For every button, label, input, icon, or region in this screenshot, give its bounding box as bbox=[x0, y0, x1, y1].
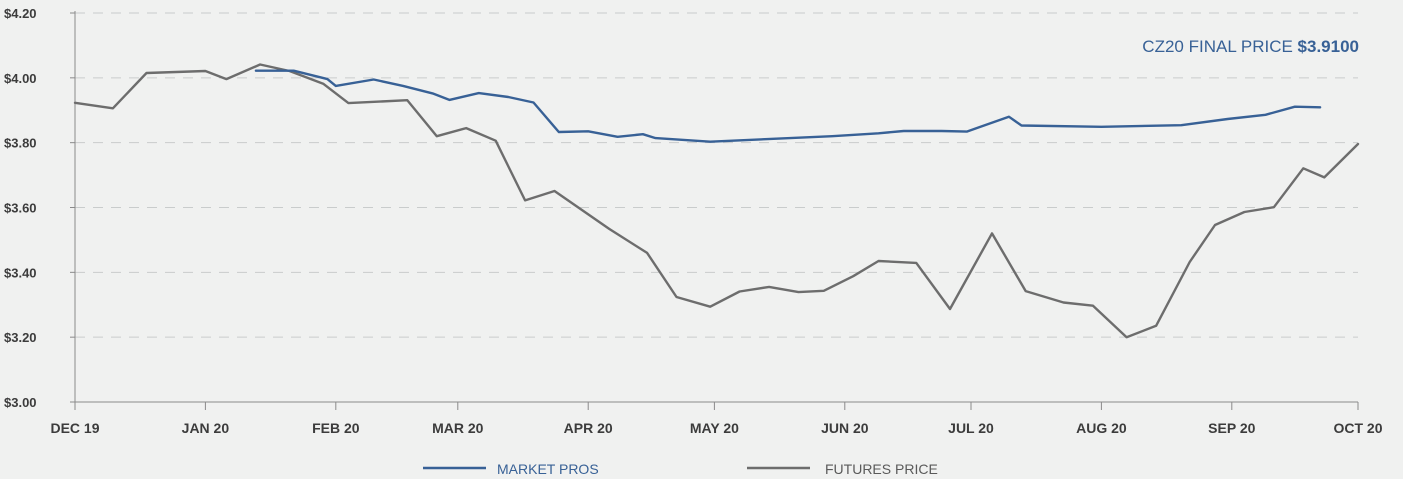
x-tick-label: FEB 20 bbox=[312, 420, 360, 436]
series-lines bbox=[73, 63, 1360, 339]
legend: MARKET PROS FUTURES PRICE bbox=[423, 461, 938, 477]
grid-lines bbox=[75, 12, 1358, 338]
x-tick-label: SEP 20 bbox=[1208, 420, 1255, 436]
annotation-prefix: CZ20 FINAL PRICE bbox=[1142, 37, 1297, 56]
series-line-market-pros bbox=[254, 69, 1322, 143]
y-tick-label: $3.00 bbox=[4, 395, 37, 410]
series-line-futures-price bbox=[73, 63, 1360, 339]
y-tick-label: $3.80 bbox=[4, 136, 37, 151]
final-price-annotation: CZ20 FINAL PRICE $3.9100 bbox=[1142, 37, 1359, 56]
x-tick-label: JUL 20 bbox=[948, 420, 994, 436]
annotation-value: $3.9100 bbox=[1298, 37, 1359, 56]
x-tick-label: OCT 20 bbox=[1333, 420, 1382, 436]
x-tick-label: MAR 20 bbox=[432, 420, 484, 436]
x-tick-label: DEC 19 bbox=[50, 420, 99, 436]
y-tick-label: $3.20 bbox=[4, 330, 37, 345]
x-tick-label: JAN 20 bbox=[182, 420, 230, 436]
y-tick-label: $4.20 bbox=[4, 6, 37, 21]
x-tick-label: AUG 20 bbox=[1076, 420, 1127, 436]
y-tick-label: $3.60 bbox=[4, 201, 37, 216]
y-axis-ticks: $3.00 $3.20 $3.40 $3.60 $3.80 $4.00 $4.20 bbox=[4, 6, 37, 410]
x-axis-ticks: DEC 19 JAN 20 FEB 20 MAR 20 APR 20 MAY 20 JUN … bbox=[50, 420, 1382, 436]
axes bbox=[70, 11, 1359, 410]
y-tick-label: $4.00 bbox=[4, 71, 37, 86]
legend-label: FUTURES PRICE bbox=[825, 461, 938, 477]
x-tick-label: JUN 20 bbox=[821, 420, 869, 436]
x-tick-label: MAY 20 bbox=[690, 420, 739, 436]
y-tick-label: $3.40 bbox=[4, 265, 37, 280]
x-tick-label: APR 20 bbox=[564, 420, 613, 436]
legend-label: MARKET PROS bbox=[497, 461, 599, 477]
